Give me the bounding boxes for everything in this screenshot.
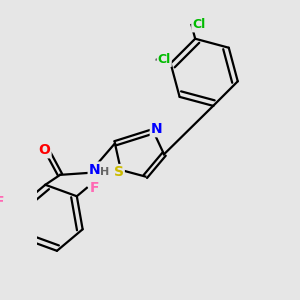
- Text: S: S: [114, 165, 124, 179]
- Text: F: F: [0, 195, 5, 209]
- Text: F: F: [89, 181, 99, 195]
- Text: N: N: [151, 122, 162, 136]
- Text: N: N: [89, 163, 100, 176]
- Text: O: O: [39, 143, 50, 157]
- Text: Cl: Cl: [158, 53, 171, 66]
- Text: H: H: [100, 167, 110, 177]
- Text: Cl: Cl: [192, 18, 206, 32]
